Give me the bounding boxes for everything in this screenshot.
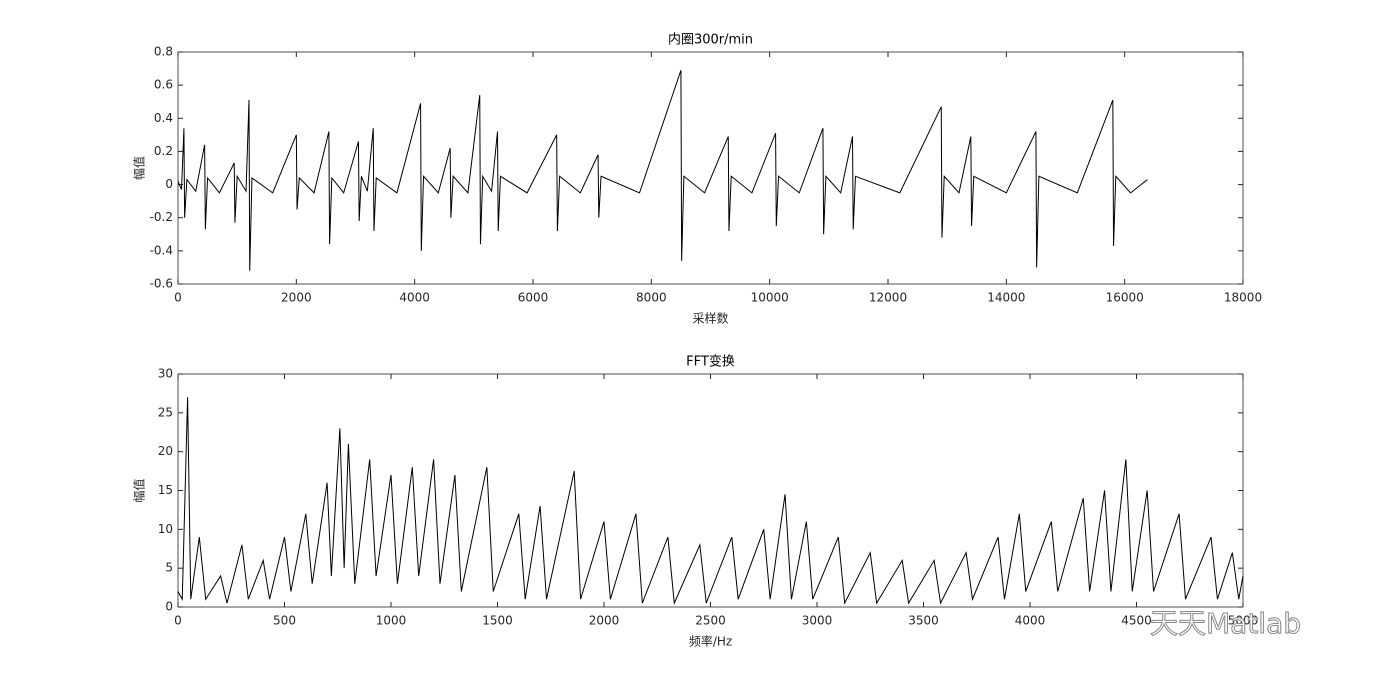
y-tick-label: -0.6: [150, 277, 173, 291]
y-tick-label: 20: [158, 444, 173, 458]
x-tick-label: 3000: [802, 614, 833, 628]
x-tick-label: 14000: [987, 291, 1025, 305]
x-tick-label: 0: [174, 614, 182, 628]
x-tick-label: 1500: [482, 614, 513, 628]
axes-box: [177, 51, 1244, 285]
y-tick-label: 25: [158, 405, 173, 419]
watermark: 天天Matlab: [1150, 607, 1301, 640]
signal-line: [177, 397, 1244, 606]
x-tick-label: 0: [174, 291, 182, 305]
y-tick-label: 0: [165, 177, 173, 191]
x-tick-label: 3500: [908, 614, 939, 628]
y-tick-label: 30: [158, 367, 173, 381]
x-axis-label: 采样数: [692, 311, 728, 326]
axes-title: 内圈300r/min: [668, 32, 753, 48]
x-axis-label: 频率/Hz: [689, 634, 732, 649]
x-tick-label: 2000: [281, 291, 312, 305]
x-tick-label: 6000: [518, 291, 549, 305]
y-tick-label: 10: [158, 522, 173, 536]
x-tick-label: 5000: [1228, 614, 1259, 628]
y-axis-label: 幅值: [132, 478, 147, 502]
axes-box: [177, 373, 1244, 608]
x-tick-label: 2500: [695, 614, 726, 628]
x-tick-label: 12000: [869, 291, 907, 305]
x-tick-label: 4000: [399, 291, 430, 305]
y-tick-label: 0.4: [154, 111, 173, 125]
y-tick-label: 0.8: [154, 45, 173, 59]
x-tick-label: 1000: [376, 614, 407, 628]
y-tick-label: 0.2: [154, 144, 173, 158]
x-tick-label: 2000: [589, 614, 620, 628]
signal-line: [177, 70, 1148, 271]
x-tick-label: 4000: [1015, 614, 1046, 628]
axes-title: FFT变换: [686, 354, 735, 370]
x-tick-label: 16000: [1106, 291, 1144, 305]
x-tick-label: 10000: [751, 291, 789, 305]
x-tick-label: 8000: [636, 291, 667, 305]
y-tick-label: -0.2: [150, 210, 173, 224]
y-tick-label: -0.4: [150, 243, 173, 257]
y-tick-label: 0.6: [154, 78, 173, 92]
y-axis-label: 幅值: [132, 156, 147, 180]
y-tick-label: 0: [165, 600, 173, 614]
x-tick-label: 18000: [1224, 291, 1262, 305]
x-tick-label: 500: [273, 614, 296, 628]
x-tick-label: 4500: [1121, 614, 1152, 628]
y-tick-label: 15: [158, 483, 173, 497]
y-tick-label: 5: [165, 561, 173, 575]
